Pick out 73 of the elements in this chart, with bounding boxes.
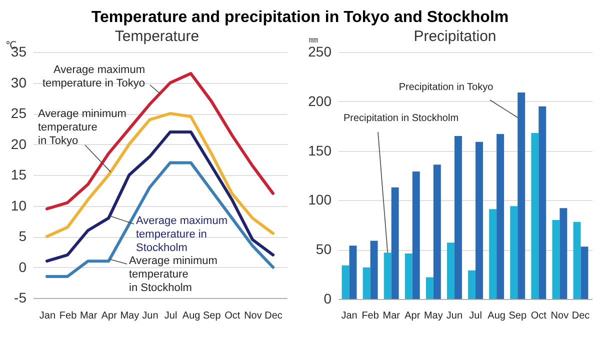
x-tick-label: Oct — [530, 310, 547, 322]
y-tick-label: 30 — [10, 74, 27, 90]
x-tick-label: Jan — [39, 310, 56, 322]
bar — [573, 222, 581, 299]
bar — [468, 270, 476, 299]
x-tick-label: Apr — [404, 310, 421, 322]
chart-subtitle: Precipitation — [412, 28, 498, 46]
x-tick-label: May — [424, 310, 443, 322]
chart-title: Temperature and precipitation in Tokyo and Stockholm — [90, 8, 510, 28]
bar — [426, 277, 434, 299]
y-tick-label: 10 — [10, 197, 27, 214]
y-tick-label: 100 — [308, 192, 332, 208]
x-tick-label: Nov — [550, 310, 569, 322]
y-tick-label: 0 — [324, 290, 332, 306]
x-tick-label: May — [120, 310, 140, 322]
bar — [447, 242, 454, 299]
bar — [384, 252, 392, 299]
bar — [510, 206, 518, 299]
bar — [489, 209, 497, 299]
x-tick-label: Nov — [244, 310, 262, 322]
bar — [454, 136, 462, 299]
x-tick-label: Mar — [80, 310, 98, 322]
y-tick-label: 5 — [18, 228, 27, 244]
x-tick-label: Sep — [508, 310, 527, 322]
x-tick-label: Jun — [142, 310, 158, 322]
bar — [412, 172, 420, 299]
bar — [342, 265, 350, 299]
y-tick-label: 200 — [308, 92, 332, 109]
bar — [349, 246, 357, 299]
y-tick-label: 0 — [18, 258, 27, 275]
line-series — [45, 161, 275, 278]
bar — [552, 220, 560, 299]
bar — [433, 164, 441, 299]
bar — [476, 142, 483, 299]
x-tick-label: Jan — [341, 310, 358, 322]
x-tick-label: Dec — [572, 310, 590, 322]
x-tick-label: Oct — [224, 310, 240, 322]
y-tick-label: 20 — [10, 136, 27, 152]
x-tick-label: Jul — [469, 310, 482, 322]
bar — [580, 246, 588, 299]
y-tick-label: 15 — [10, 166, 27, 182]
x-tick-label: Apr — [101, 310, 118, 322]
x-tick-label: Jul — [164, 310, 178, 322]
x-tick-label: Jun — [446, 310, 463, 322]
x-tick-label: Mar — [382, 310, 401, 322]
y-tick-label: 50 — [316, 241, 332, 258]
series-label: Average maximum temperature in Tokyo — [42, 64, 145, 90]
y-tick-label: 150 — [308, 142, 332, 158]
y-tick-label: 25 — [10, 105, 27, 121]
text: Precipitation in Tokyo — [398, 82, 494, 93]
y-tick-label: 250 — [308, 44, 332, 60]
bar — [391, 187, 399, 299]
series-label: Average maximum temperature in Stockholm — [136, 215, 228, 254]
bar — [560, 208, 568, 299]
x-tick-label: Feb — [362, 310, 380, 322]
bar — [531, 133, 539, 299]
y-tick-label: -5 — [14, 290, 27, 306]
series-label: Average minimum temperature in Stockholm — [129, 255, 218, 294]
bar — [370, 240, 378, 299]
bar — [404, 254, 412, 299]
x-tick-label: Aug — [488, 310, 506, 322]
bar — [362, 267, 370, 299]
x-tick-label: Sep — [202, 310, 222, 322]
bar — [496, 134, 504, 299]
x-tick-label: Feb — [59, 310, 78, 322]
y-axis-title: ㎜ — [308, 34, 318, 46]
chart-subtitle: Temperature — [114, 28, 200, 46]
x-tick-label: Aug — [182, 310, 200, 322]
series-label: Average minimum temperature in Tokyo — [38, 108, 126, 147]
x-tick-label: Dec — [264, 310, 282, 322]
text: Precipitation in Stockholm — [343, 113, 459, 124]
bar — [538, 106, 546, 299]
bar — [518, 92, 526, 299]
